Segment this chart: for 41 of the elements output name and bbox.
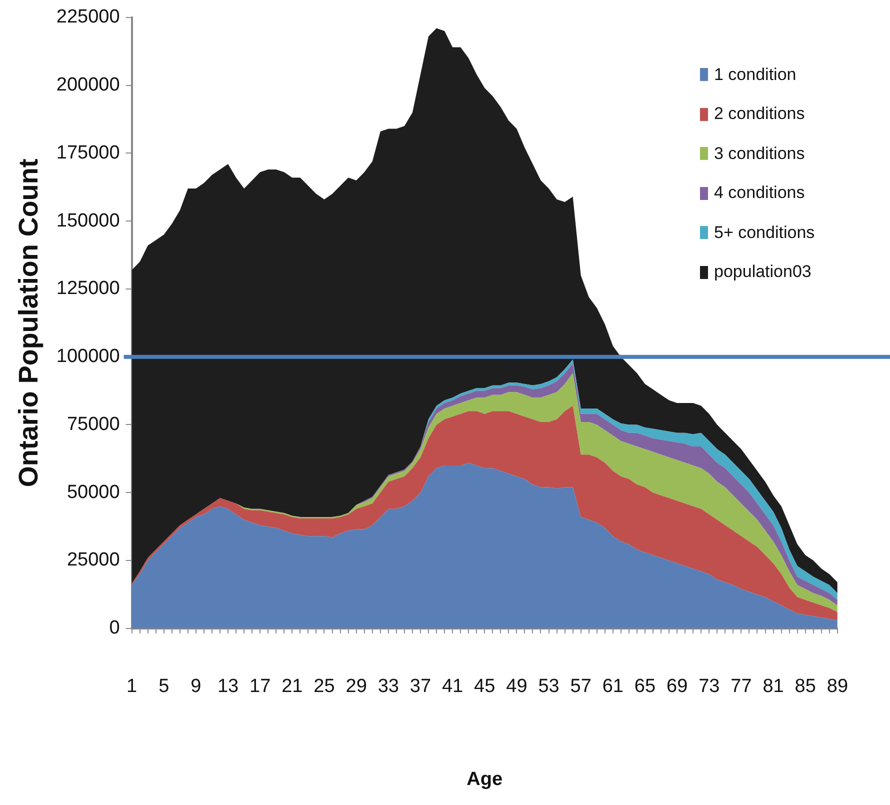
y-tick-label: 50000 bbox=[66, 482, 120, 503]
x-axis-title: Age bbox=[466, 768, 503, 790]
x-tick-label: 81 bbox=[762, 676, 784, 698]
x-tick-label: 5 bbox=[158, 676, 170, 698]
y-tick-label: 0 bbox=[109, 618, 120, 639]
x-tick-label: 69 bbox=[666, 676, 688, 698]
y-tick-label: 25000 bbox=[66, 550, 120, 571]
legend-label: 2 conditions bbox=[714, 104, 805, 124]
legend-label: 3 conditions bbox=[714, 144, 805, 164]
x-tick-label: 21 bbox=[282, 676, 303, 698]
x-tick-label: 57 bbox=[570, 676, 592, 698]
x-tick-label: 41 bbox=[442, 676, 464, 698]
x-tick-label: 33 bbox=[378, 676, 399, 698]
x-tick-label: 17 bbox=[250, 676, 271, 698]
x-tick-label: 61 bbox=[602, 676, 624, 698]
x-tick-label: 25 bbox=[314, 676, 335, 698]
x-tick-label: 45 bbox=[474, 676, 496, 698]
x-tick-label: 77 bbox=[730, 676, 752, 698]
y-tick-label: 225000 bbox=[56, 6, 120, 28]
x-tick-label: 1 bbox=[126, 676, 138, 698]
x-tick-label: 13 bbox=[217, 676, 239, 698]
x-tick-label: 49 bbox=[506, 676, 528, 698]
y-tick-label: 150000 bbox=[56, 210, 120, 232]
y-tick-label: 100000 bbox=[56, 346, 120, 368]
x-tick-label: 29 bbox=[346, 676, 367, 698]
x-tick-label: 53 bbox=[538, 676, 560, 698]
y-tick-label: 75000 bbox=[66, 414, 120, 435]
x-tick-label: 37 bbox=[410, 676, 432, 698]
y-axis-title: Ontario Population Count bbox=[14, 158, 44, 488]
x-tick-label: 65 bbox=[634, 676, 656, 698]
y-tick-label: 175000 bbox=[56, 142, 120, 164]
legend-label: population03 bbox=[714, 262, 812, 282]
x-tick-label: 9 bbox=[190, 676, 202, 698]
x-tick-label: 89 bbox=[826, 676, 848, 698]
legend-label: 4 conditions bbox=[714, 183, 805, 204]
legend-label: 1 condition bbox=[714, 64, 796, 85]
legend-label: 5+ conditions bbox=[714, 222, 815, 243]
x-tick-label: 85 bbox=[794, 676, 816, 698]
y-tick-label: 200000 bbox=[56, 74, 120, 96]
y-tick-label: 125000 bbox=[56, 278, 120, 300]
x-tick-label: 73 bbox=[698, 676, 720, 698]
